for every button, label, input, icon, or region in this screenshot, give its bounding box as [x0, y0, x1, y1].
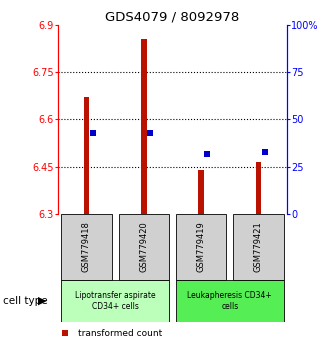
Bar — [233, 214, 284, 280]
Text: ▶: ▶ — [38, 296, 47, 306]
Bar — [141, 39, 147, 214]
Bar — [176, 214, 226, 280]
Text: GSM779419: GSM779419 — [197, 222, 206, 272]
Bar — [255, 162, 261, 214]
Text: GSM779418: GSM779418 — [82, 222, 91, 272]
Text: GSM779420: GSM779420 — [139, 222, 148, 272]
Bar — [176, 280, 284, 322]
Bar — [61, 214, 112, 280]
Bar — [198, 170, 204, 214]
Text: Lipotransfer aspirate
CD34+ cells: Lipotransfer aspirate CD34+ cells — [75, 291, 155, 311]
Text: Leukapheresis CD34+
cells: Leukapheresis CD34+ cells — [187, 291, 272, 311]
Text: transformed count: transformed count — [79, 329, 163, 338]
Text: cell type: cell type — [3, 296, 48, 306]
Bar — [118, 214, 169, 280]
Text: GSM779421: GSM779421 — [254, 222, 263, 272]
Title: GDS4079 / 8092978: GDS4079 / 8092978 — [105, 11, 240, 24]
Bar — [83, 97, 89, 214]
Bar — [61, 280, 169, 322]
